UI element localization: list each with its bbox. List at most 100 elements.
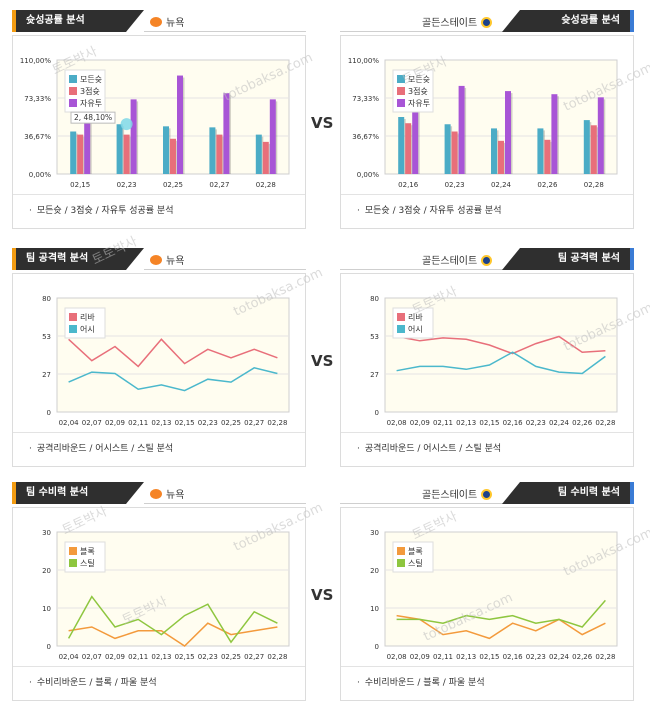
x-tick-label: 02,28 xyxy=(267,653,287,661)
x-tick-label: 02,04 xyxy=(59,419,80,427)
x-tick-label: 02,09 xyxy=(105,419,125,427)
team-name-left: 뉴욕 xyxy=(150,14,184,29)
y-tick-label: 36,67% xyxy=(24,133,51,141)
bar[interactable] xyxy=(458,85,465,174)
y-tick-label: 10 xyxy=(370,605,379,613)
bullet-icon: · xyxy=(357,678,360,688)
section-header-left: 팀 공격력 분석 뉴욕 xyxy=(12,248,306,270)
chart-description: 수비리바운드 / 블록 / 파울 분석 xyxy=(364,678,485,688)
accent-bar xyxy=(630,10,634,32)
bar[interactable] xyxy=(398,117,405,174)
section-title: 팀 수비력 분석 xyxy=(16,482,126,504)
legend-label: 모든슛 xyxy=(80,75,102,84)
bar[interactable] xyxy=(130,99,137,174)
bar[interactable] xyxy=(590,125,597,174)
y-tick-label: 0 xyxy=(375,409,379,417)
series-line[interactable] xyxy=(396,614,606,640)
bar[interactable] xyxy=(269,99,276,174)
bar[interactable] xyxy=(412,101,419,174)
bar[interactable] xyxy=(405,123,412,174)
team-label: 골든스테이트 xyxy=(422,490,478,501)
bar[interactable] xyxy=(116,124,123,174)
legend-swatch xyxy=(69,99,77,107)
bar[interactable] xyxy=(451,131,458,174)
section-title: 팀 수비력 분석 xyxy=(520,482,630,504)
chart-description: 수비리바운드 / 블록 / 파울 분석 xyxy=(36,678,157,688)
divider xyxy=(340,503,504,504)
x-tick-label: 02,26 xyxy=(572,419,593,427)
team-name-right: 골든스테이트 xyxy=(422,14,493,29)
x-tick-label: 02,13 xyxy=(151,419,171,427)
chart-footer: · 모든슛 / 3점슛 / 자유투 성공률 분석 xyxy=(13,194,305,228)
legend-swatch xyxy=(397,325,405,333)
legend-label: 3점슛 xyxy=(80,86,100,96)
bar-shadow xyxy=(497,130,499,174)
bar[interactable] xyxy=(177,75,183,174)
series-line[interactable] xyxy=(396,599,606,628)
bar[interactable] xyxy=(498,140,504,174)
legend-label: 어시 xyxy=(408,324,423,334)
bar-shadow xyxy=(129,136,132,174)
x-tick-label: 02,13 xyxy=(151,653,171,661)
bar[interactable] xyxy=(209,127,216,174)
accent-bar xyxy=(12,10,16,32)
bar[interactable] xyxy=(70,131,77,174)
x-tick-label: 02,28 xyxy=(267,419,287,427)
y-tick-label: 73,33% xyxy=(24,95,51,103)
y-tick-label: 30 xyxy=(370,529,379,537)
series-line[interactable] xyxy=(68,338,278,368)
bar[interactable] xyxy=(583,120,590,174)
series-line[interactable] xyxy=(68,622,278,647)
section-header-left: 팀 수비력 분석 뉴욕 xyxy=(12,482,306,504)
series-line[interactable] xyxy=(396,351,606,375)
bar[interactable] xyxy=(597,97,604,174)
accent-bar xyxy=(630,248,634,270)
x-tick-label: 02,16 xyxy=(398,181,419,189)
bar[interactable] xyxy=(163,126,169,174)
chart-panel-right: 0 10 20 30 02,08 02,09 02,11 02,13 02,15 02,16 02,… xyxy=(340,507,634,701)
legend-label: 자유투 xyxy=(80,99,102,108)
legend-swatch xyxy=(397,547,405,555)
hover-marker[interactable] xyxy=(120,118,133,131)
bar[interactable] xyxy=(444,124,451,174)
plot-area xyxy=(56,531,290,647)
legend-swatch xyxy=(69,75,77,83)
team-label: 골든스테이트 xyxy=(422,256,478,267)
legend-swatch xyxy=(69,313,77,321)
x-tick-label: 02,23 xyxy=(198,653,218,661)
series-line[interactable] xyxy=(68,366,278,392)
x-tick-label: 02,27 xyxy=(244,653,264,661)
bar[interactable] xyxy=(255,134,262,174)
bar[interactable] xyxy=(505,91,511,174)
section-title: 슛성공률 분석 xyxy=(520,10,630,32)
bar[interactable] xyxy=(223,93,230,174)
bullet-icon: · xyxy=(29,206,32,216)
bar[interactable] xyxy=(170,138,176,174)
legend-label: 블록 xyxy=(408,546,423,556)
bar[interactable] xyxy=(262,141,269,174)
x-tick-label: 02,23 xyxy=(117,181,137,189)
legend-label: 리바 xyxy=(80,312,95,322)
team-label: 뉴욕 xyxy=(166,256,185,267)
knicks-logo-icon xyxy=(150,17,162,27)
bar-shadow xyxy=(76,133,78,174)
x-tick-label: 02,09 xyxy=(410,653,430,661)
bar[interactable] xyxy=(123,134,130,174)
bar[interactable] xyxy=(491,128,497,174)
series-line[interactable] xyxy=(67,595,278,644)
bar[interactable] xyxy=(84,106,91,174)
legend-label: 스틸 xyxy=(408,558,423,568)
x-tick-label: 02,28 xyxy=(595,653,615,661)
team-name-left: 뉴욕 xyxy=(150,252,184,267)
warriors-logo-icon xyxy=(481,17,493,28)
bar[interactable] xyxy=(544,139,551,174)
bar[interactable] xyxy=(537,128,544,174)
series-line[interactable] xyxy=(396,335,606,355)
bar[interactable] xyxy=(216,134,223,174)
x-tick-label: 02,13 xyxy=(456,653,476,661)
bar[interactable] xyxy=(551,94,558,174)
bar[interactable] xyxy=(77,134,84,174)
y-tick-label: 20 xyxy=(42,567,51,575)
